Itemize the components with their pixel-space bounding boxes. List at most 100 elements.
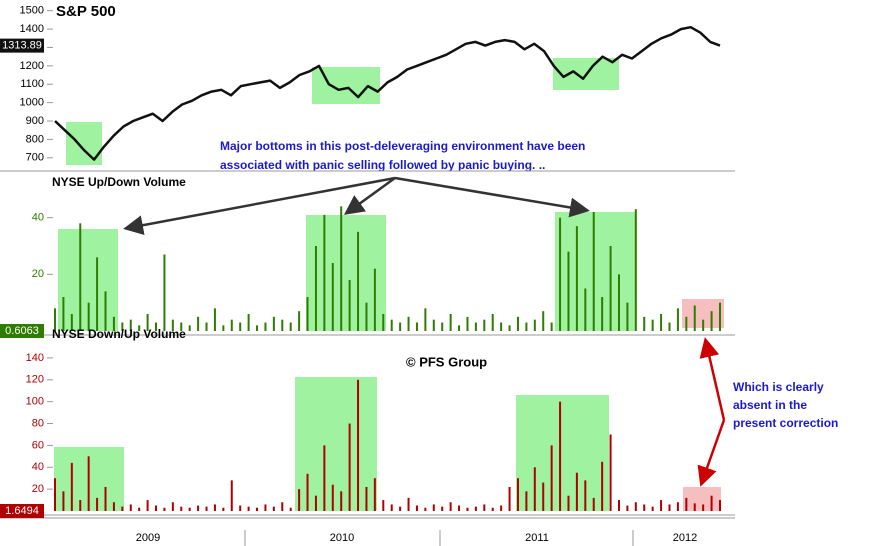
bar bbox=[601, 297, 604, 331]
bar bbox=[592, 212, 595, 331]
bar bbox=[188, 325, 191, 331]
bar bbox=[357, 379, 360, 511]
y-tick-label: 1100 bbox=[20, 78, 44, 90]
bar bbox=[62, 297, 65, 331]
bar bbox=[264, 322, 267, 331]
bar bbox=[584, 288, 587, 331]
bar bbox=[171, 502, 174, 511]
bar bbox=[62, 491, 65, 511]
bar bbox=[180, 506, 183, 511]
bar bbox=[601, 461, 604, 511]
bar bbox=[213, 504, 216, 511]
bar bbox=[542, 311, 545, 331]
bar bbox=[449, 314, 452, 331]
bar bbox=[693, 503, 696, 511]
bar bbox=[54, 308, 56, 331]
bar bbox=[163, 507, 166, 511]
bar bbox=[87, 302, 90, 331]
bar bbox=[550, 322, 553, 331]
bar bbox=[415, 505, 418, 511]
bar bbox=[104, 486, 107, 511]
bar bbox=[449, 502, 452, 511]
bar bbox=[609, 246, 612, 331]
x-tick-label: 2009 bbox=[136, 532, 160, 544]
bar bbox=[533, 319, 536, 331]
bar bbox=[180, 322, 183, 331]
bar bbox=[298, 311, 301, 331]
bar bbox=[525, 491, 528, 511]
bar bbox=[239, 322, 242, 331]
bar bbox=[129, 504, 132, 511]
bar bbox=[719, 500, 721, 511]
bar bbox=[508, 486, 511, 511]
y-tick-label: 900 bbox=[26, 115, 44, 127]
bar bbox=[676, 502, 679, 511]
bar bbox=[348, 280, 351, 331]
bar bbox=[281, 319, 284, 331]
bar bbox=[230, 319, 233, 331]
bar bbox=[491, 314, 494, 331]
y-tick-label: 20 bbox=[32, 483, 44, 495]
bar bbox=[685, 497, 688, 511]
bar bbox=[550, 445, 553, 511]
bar bbox=[289, 322, 292, 331]
y-tick-label: 80 bbox=[32, 417, 44, 429]
bar bbox=[121, 506, 124, 511]
year-separators bbox=[244, 530, 634, 546]
bar bbox=[542, 482, 545, 511]
bar bbox=[306, 473, 309, 511]
bar bbox=[474, 322, 477, 331]
bar bbox=[676, 308, 679, 331]
bar bbox=[281, 502, 284, 511]
bar bbox=[222, 507, 225, 511]
bar bbox=[500, 322, 503, 331]
bar bbox=[298, 489, 301, 511]
bar bbox=[340, 206, 343, 331]
bar bbox=[567, 251, 570, 331]
bar bbox=[617, 274, 620, 331]
bar bbox=[146, 500, 149, 511]
bar bbox=[407, 316, 410, 331]
bar bbox=[668, 504, 671, 511]
bar bbox=[155, 322, 158, 331]
bar bbox=[289, 507, 292, 511]
bar bbox=[239, 505, 242, 511]
bar bbox=[365, 486, 368, 511]
bar bbox=[660, 500, 663, 511]
bar bbox=[626, 302, 629, 331]
bar bbox=[264, 504, 267, 511]
x-tick-label: 2010 bbox=[330, 532, 354, 544]
last-value-label: 1.6494 bbox=[5, 505, 39, 517]
bar bbox=[432, 504, 435, 511]
bar bbox=[617, 500, 620, 511]
bar bbox=[138, 325, 141, 331]
bar bbox=[146, 314, 149, 331]
y-tick-label: 1000 bbox=[20, 97, 44, 109]
bar bbox=[314, 495, 317, 511]
bar bbox=[710, 311, 713, 331]
x-tick-label: 2011 bbox=[525, 532, 549, 544]
bar bbox=[272, 316, 275, 331]
x-tick-label: 2012 bbox=[673, 532, 697, 544]
bar bbox=[474, 506, 477, 511]
bar bbox=[458, 505, 461, 511]
bar bbox=[508, 325, 511, 331]
bar bbox=[424, 507, 427, 511]
bar bbox=[483, 319, 486, 331]
bar bbox=[129, 319, 132, 331]
bar bbox=[112, 502, 115, 511]
bar bbox=[230, 480, 233, 511]
bar bbox=[323, 214, 326, 331]
bar bbox=[222, 325, 225, 331]
bar bbox=[104, 291, 107, 331]
last-value-label: 1313.89 bbox=[2, 40, 42, 52]
bar bbox=[382, 500, 385, 511]
bar bbox=[79, 500, 82, 511]
bar bbox=[373, 478, 376, 511]
panel-title: NYSE Down/Up Volume bbox=[52, 327, 186, 341]
bar bbox=[163, 254, 166, 331]
bar bbox=[54, 478, 56, 511]
bar bbox=[390, 504, 393, 511]
bar bbox=[516, 316, 519, 331]
